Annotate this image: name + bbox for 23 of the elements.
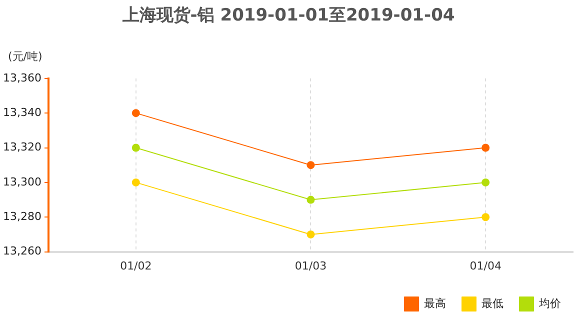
y-tick-label: 13,360 [2, 71, 42, 84]
y-tick-label: 13,260 [2, 244, 42, 258]
x-tick-label: 01/04 [470, 259, 502, 272]
y-tick-label: 13,300 [2, 175, 42, 188]
point [306, 230, 315, 238]
point [482, 144, 490, 152]
y-tick-label: 13,340 [2, 106, 42, 119]
x-tick-label: 01/03 [294, 259, 327, 272]
y-tick-label: 13,280 [2, 210, 42, 223]
y-axis-title: (元/吨) [8, 50, 42, 63]
point [306, 196, 315, 204]
x-tick-label: 01/02 [120, 259, 152, 272]
y-tick-label: 13,320 [2, 140, 42, 154]
chart-title: 上海现货-铝 2019-01-01至2019-01-04 [121, 6, 455, 26]
point [132, 178, 140, 186]
legend-label: 最低 [482, 296, 504, 310]
legend-label: 均价 [538, 296, 561, 310]
point [132, 109, 140, 118]
point [482, 213, 490, 222]
legend-label: 最高 [424, 296, 446, 310]
point [306, 161, 315, 170]
point [132, 144, 140, 152]
point [482, 178, 490, 186]
